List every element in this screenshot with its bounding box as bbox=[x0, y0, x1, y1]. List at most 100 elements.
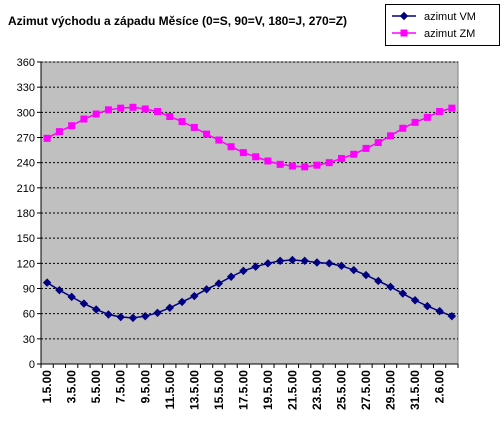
x-tick-label: 21.5.00 bbox=[285, 370, 299, 410]
data-point bbox=[398, 289, 408, 298]
legend-label: azimut VM bbox=[424, 11, 476, 23]
data-point bbox=[177, 297, 187, 307]
data-point bbox=[361, 270, 371, 280]
data-point bbox=[80, 115, 88, 123]
data-point bbox=[447, 311, 457, 321]
data-point bbox=[116, 312, 125, 322]
data-point bbox=[362, 144, 370, 152]
y-tick-label: 180 bbox=[17, 208, 35, 220]
data-point bbox=[92, 110, 100, 118]
data-point bbox=[166, 113, 174, 121]
data-point bbox=[276, 160, 284, 168]
data-point bbox=[400, 29, 408, 37]
x-tick-label: 31.5.00 bbox=[408, 370, 422, 410]
data-point bbox=[410, 296, 420, 305]
data-point bbox=[349, 265, 358, 275]
data-point bbox=[275, 256, 285, 266]
y-tick-label: 60 bbox=[23, 309, 35, 321]
y-tick-label: 270 bbox=[17, 133, 35, 145]
data-point bbox=[423, 301, 432, 311]
data-point bbox=[190, 291, 199, 301]
data-point bbox=[436, 107, 444, 115]
data-point bbox=[239, 266, 248, 276]
data-point bbox=[178, 118, 186, 126]
data-point bbox=[374, 276, 383, 286]
data-point bbox=[227, 143, 235, 151]
data-point bbox=[337, 154, 345, 162]
data-point bbox=[300, 256, 309, 266]
y-tick-label: 300 bbox=[17, 107, 35, 119]
data-point bbox=[288, 255, 297, 265]
data-point bbox=[239, 149, 247, 157]
legend: azimut VM azimut ZM bbox=[385, 4, 500, 46]
legend-entries: azimut VM azimut ZM bbox=[392, 11, 476, 40]
series-group bbox=[42, 103, 457, 323]
y-tick-label: 330 bbox=[17, 82, 35, 94]
y-tick-label: 150 bbox=[17, 233, 35, 245]
data-point bbox=[301, 163, 309, 171]
data-point bbox=[252, 153, 260, 161]
y-tick-label: 90 bbox=[23, 284, 35, 296]
data-point bbox=[128, 313, 138, 323]
data-point bbox=[312, 258, 322, 267]
data-point bbox=[43, 134, 51, 142]
x-tick-label: 23.5.00 bbox=[310, 370, 324, 410]
data-point bbox=[153, 308, 162, 318]
data-point bbox=[337, 261, 346, 271]
data-point bbox=[202, 285, 211, 294]
data-point bbox=[423, 113, 431, 121]
y-tick-label: 240 bbox=[17, 158, 35, 170]
data-point bbox=[263, 259, 273, 268]
data-point bbox=[325, 259, 334, 268]
y-tick-label: 360 bbox=[17, 57, 35, 69]
data-point bbox=[42, 278, 52, 287]
x-tick-label: 5.5.00 bbox=[89, 370, 103, 404]
data-point bbox=[104, 310, 113, 319]
data-point bbox=[104, 106, 112, 114]
data-point bbox=[264, 157, 272, 165]
chart-title: Azimut východu a západu Měsíce (0=S, 90=… bbox=[8, 14, 348, 28]
x-tick-label: 7.5.00 bbox=[114, 370, 128, 404]
series-line bbox=[46, 106, 453, 168]
data-point bbox=[374, 139, 382, 147]
data-point bbox=[215, 136, 223, 144]
y-tick-label: 210 bbox=[17, 183, 35, 195]
series-line bbox=[46, 259, 453, 319]
data-point bbox=[117, 104, 125, 112]
y-tick-label: 30 bbox=[23, 334, 35, 346]
axes bbox=[40, 62, 459, 368]
data-point bbox=[251, 262, 260, 271]
data-point bbox=[79, 299, 89, 308]
data-point bbox=[91, 305, 101, 314]
data-point bbox=[313, 161, 321, 169]
y-tick-label: 0 bbox=[29, 359, 35, 371]
x-tick-label: 29.5.00 bbox=[384, 370, 398, 410]
x-tick-label: 1.5.00 bbox=[40, 370, 54, 404]
data-point bbox=[411, 118, 419, 126]
data-point bbox=[141, 311, 150, 321]
data-point bbox=[141, 105, 149, 113]
x-tick-label: 3.5.00 bbox=[65, 370, 79, 404]
data-point bbox=[350, 150, 358, 158]
data-point bbox=[190, 123, 198, 131]
data-point bbox=[165, 303, 174, 313]
data-point bbox=[386, 282, 395, 292]
data-point bbox=[154, 107, 162, 115]
x-tick-label: 25.5.00 bbox=[334, 370, 348, 410]
data-point bbox=[68, 122, 76, 130]
legend-label: azimut ZM bbox=[424, 28, 475, 40]
data-point bbox=[226, 272, 236, 281]
data-point bbox=[55, 285, 64, 295]
x-tick-label: 13.5.00 bbox=[187, 370, 201, 410]
x-tick-label: 15.5.00 bbox=[212, 370, 226, 410]
data-point bbox=[288, 162, 296, 170]
data-point bbox=[448, 104, 456, 112]
x-tick-label: 17.5.00 bbox=[236, 370, 250, 410]
data-point bbox=[399, 11, 409, 21]
data-point bbox=[129, 103, 137, 111]
y-tick-labels: 0 30 60 90 120 150 180 210 240 270 300 330 360 bbox=[17, 57, 35, 371]
data-point bbox=[203, 130, 211, 138]
data-point bbox=[399, 124, 407, 132]
